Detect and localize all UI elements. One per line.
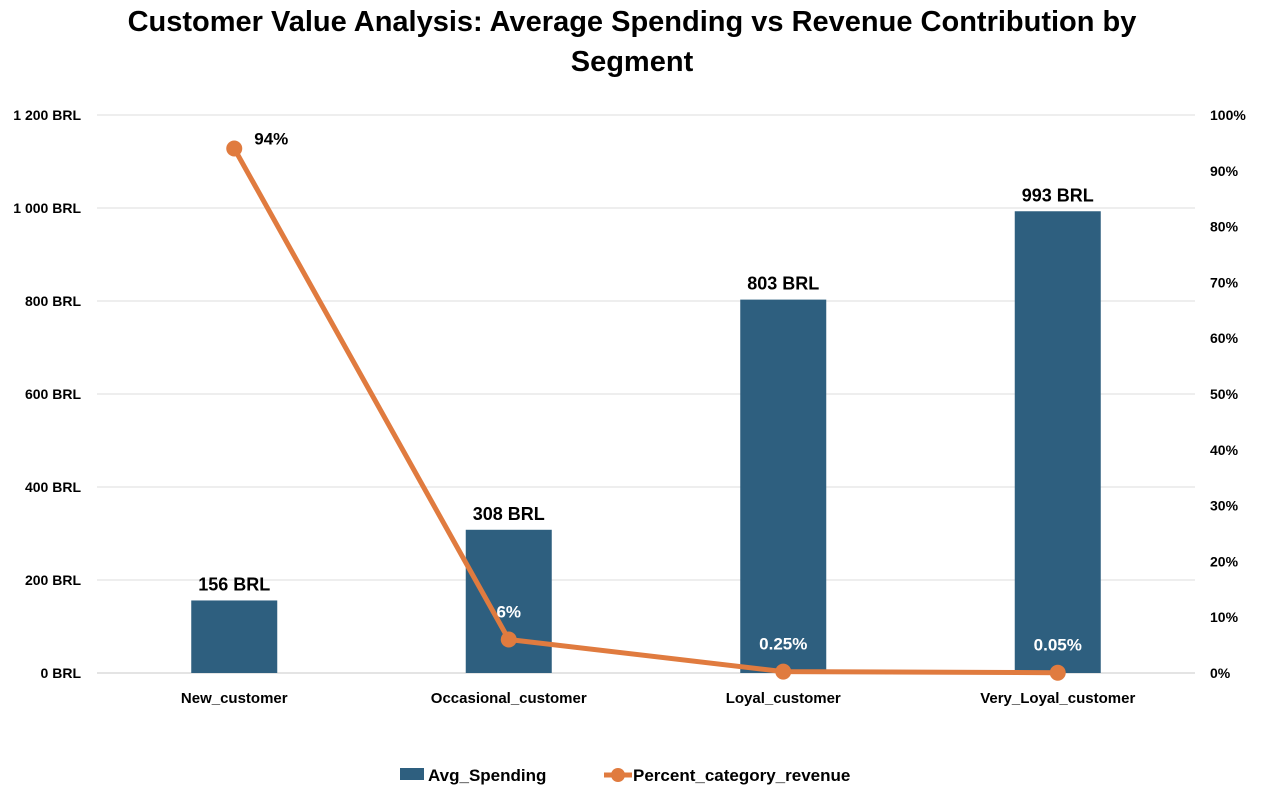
category-label: Very_Loyal_customer bbox=[980, 690, 1135, 707]
left-tick-label: 800 BRL bbox=[25, 293, 81, 309]
series-line bbox=[231, 145, 1061, 676]
bar bbox=[740, 299, 827, 673]
chart-title: Customer Value Analysis: Average Spendin… bbox=[127, 6, 1137, 78]
line-data-label: 6% bbox=[496, 603, 521, 622]
legend-label: Percent_category_revenue bbox=[633, 766, 850, 785]
right-tick-label: 90% bbox=[1210, 163, 1239, 179]
right-tick-label: 0% bbox=[1210, 665, 1231, 681]
left-tick-label: 600 BRL bbox=[25, 386, 81, 402]
category-label: New_customer bbox=[181, 690, 288, 707]
line-point bbox=[500, 631, 517, 648]
right-tick-label: 70% bbox=[1210, 274, 1239, 290]
right-tick-label: 30% bbox=[1210, 498, 1239, 514]
line-data-label: 0.25% bbox=[759, 635, 807, 654]
legend-label: Avg_Spending bbox=[428, 766, 546, 785]
left-tick-label: 400 BRL bbox=[25, 479, 81, 495]
right-tick-label: 50% bbox=[1210, 386, 1239, 402]
legend-swatch-marker bbox=[611, 768, 625, 782]
legend-swatch-bar bbox=[400, 768, 424, 780]
left-tick-label: 1 200 BRL bbox=[13, 107, 81, 123]
category-label: Occasional_customer bbox=[431, 690, 587, 707]
category-axis: New_customer Occasional_customer Loyal_cus… bbox=[181, 690, 1136, 707]
line-series: 94% 6% 0.25% 0.05% bbox=[226, 129, 1082, 681]
line-point bbox=[775, 663, 792, 680]
right-tick-label: 10% bbox=[1210, 609, 1239, 625]
right-tick-label: 100% bbox=[1210, 107, 1246, 123]
gridlines bbox=[97, 114, 1195, 674]
right-tick-label: 60% bbox=[1210, 330, 1239, 346]
right-axis: 0% 10% 20% 30% 40% 50% 60% 70% 80% 90% 100% bbox=[1210, 107, 1246, 681]
right-tick-label: 80% bbox=[1210, 219, 1239, 235]
left-tick-label: 0 BRL bbox=[41, 665, 82, 681]
left-tick-label: 200 BRL bbox=[25, 572, 81, 588]
bar bbox=[191, 600, 278, 673]
left-tick-label: 1 000 BRL bbox=[13, 200, 81, 216]
bar-data-label: 993 BRL bbox=[1022, 185, 1094, 205]
bar bbox=[1014, 211, 1101, 673]
category-label: Loyal_customer bbox=[726, 690, 841, 707]
bar bbox=[465, 529, 552, 673]
bar-data-label: 156 BRL bbox=[198, 574, 270, 594]
legend: Avg_Spending Percent_category_revenue bbox=[400, 766, 850, 785]
line-point bbox=[1049, 664, 1066, 681]
left-axis: 0 BRL 200 BRL 400 BRL 600 BRL 800 BRL 1 000 B… bbox=[13, 107, 81, 681]
right-tick-label: 20% bbox=[1210, 553, 1239, 569]
line-data-label: 94% bbox=[254, 129, 288, 148]
right-tick-label: 40% bbox=[1210, 442, 1239, 458]
line-point bbox=[226, 140, 243, 157]
bar-data-label: 308 BRL bbox=[473, 504, 545, 524]
line-data-label: 0.05% bbox=[1034, 636, 1082, 655]
bar-data-label: 803 BRL bbox=[747, 274, 819, 294]
bar-series: 156 BRL 308 BRL 803 BRL 993 BRL bbox=[191, 185, 1101, 673]
